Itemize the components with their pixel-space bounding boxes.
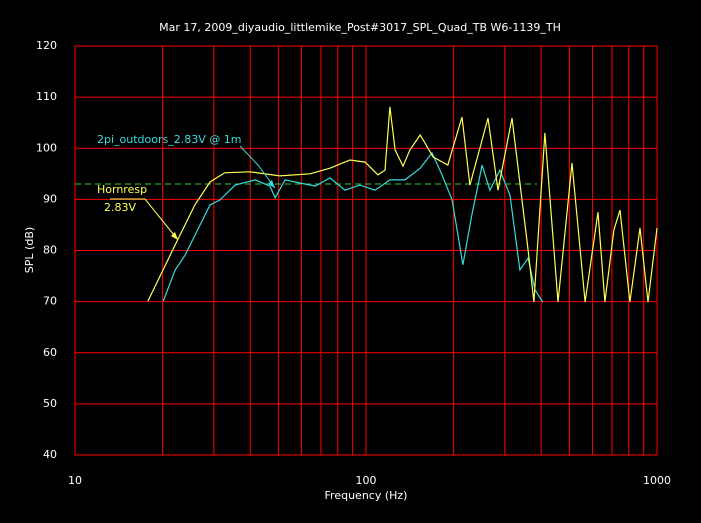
plot-frame	[74, 45, 658, 456]
y-tick-label: 90	[43, 192, 57, 205]
annotation: 2.83V	[104, 201, 136, 214]
x-tick-label: 10	[68, 474, 82, 487]
y-tick-label: 80	[43, 244, 57, 257]
y-tick-label: 40	[43, 448, 57, 461]
x-tick-label: 1000	[643, 474, 671, 487]
y-tick-label: 110	[36, 90, 57, 103]
series-line	[147, 106, 658, 303]
y-axis-label: SPL (dB)	[23, 227, 36, 273]
y-tick-label: 120	[36, 39, 57, 52]
series-label: Hornresp	[97, 183, 147, 196]
arrow-head	[268, 180, 275, 188]
y-tick-label: 70	[43, 295, 57, 308]
y-tick-label: 60	[43, 346, 57, 359]
series-label: 2pi_outdoors_2.83V @ 1m	[97, 133, 241, 146]
annotation-arrow	[110, 198, 179, 241]
annotation-arrow	[239, 145, 276, 189]
chart-title: Mar 17, 2009_diyaudio_littlemike_Post#30…	[159, 21, 561, 34]
plot-area: 40 50 60 70 80 90 100 110 120 10 100 1000	[36, 39, 671, 487]
y-tick-label: 100	[36, 141, 57, 154]
y-tick-label: 50	[43, 397, 57, 410]
arrow-head	[171, 232, 178, 240]
x-axis-label: Frequency (Hz)	[325, 489, 408, 502]
x-tick-label: 100	[356, 474, 377, 487]
